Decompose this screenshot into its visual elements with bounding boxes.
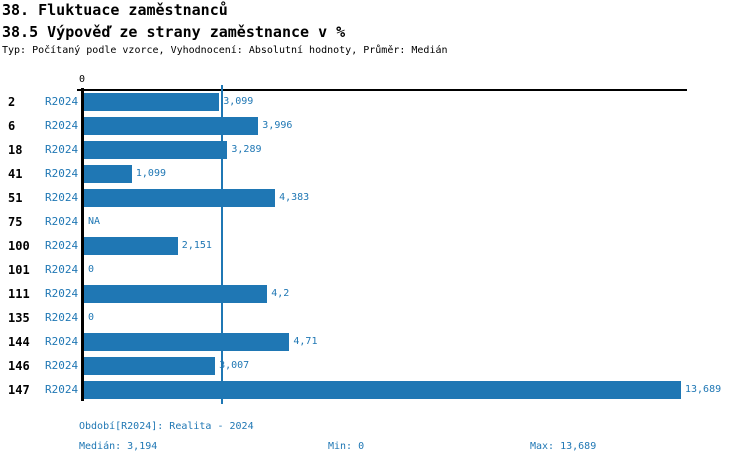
row-category-label: 75: [8, 215, 23, 229]
row-series-label: R2024: [45, 287, 79, 300]
bar: [84, 237, 178, 255]
page-title: 38. Fluktuace zaměstnanců: [2, 1, 228, 19]
row-series-label: R2024: [45, 335, 79, 348]
bar: [84, 381, 681, 399]
bar-row: 51 R2024 4,383: [0, 189, 750, 207]
bar-value-label: 3,099: [223, 96, 254, 107]
bar: [84, 189, 276, 207]
row-category-label: 147: [8, 383, 30, 397]
bar: [84, 117, 259, 135]
footer-max-label: Max: 13,689: [530, 441, 597, 452]
bar-value-label: 2,151: [181, 240, 212, 251]
row-series-label: R2024: [45, 143, 79, 156]
row-category-label: 2: [8, 95, 16, 109]
bar-value-label: NA: [88, 216, 101, 227]
bar-row: 146 R2024 3,007: [0, 357, 750, 375]
bar-value-label: 4,2: [271, 288, 290, 299]
x-axis-zero-tick-label: 0: [78, 74, 86, 85]
row-category-label: 144: [8, 335, 30, 349]
bar-row: 135 R2024 0: [0, 309, 750, 327]
row-series-label: R2024: [45, 359, 79, 372]
bar: [84, 165, 132, 183]
footer-min-label: Min: 0: [328, 441, 365, 452]
row-category-label: 111: [8, 287, 30, 301]
bar-row: 147 R2024 13,689: [0, 381, 750, 399]
row-series-label: R2024: [45, 263, 79, 276]
row-series-label: R2024: [45, 95, 79, 108]
bar-value-label: 0: [88, 264, 95, 275]
bar-row: 6 R2024 3,996: [0, 117, 750, 135]
bar-row: 144 R2024 4,71: [0, 333, 750, 351]
bar-row: 101 R2024 0: [0, 261, 750, 279]
bar-value-label: 3,996: [262, 120, 293, 131]
row-series-label: R2024: [45, 311, 79, 324]
row-series-label: R2024: [45, 215, 79, 228]
bar-row: 100 R2024 2,151: [0, 237, 750, 255]
bar-row: 18 R2024 3,289: [0, 141, 750, 159]
row-category-label: 6: [8, 119, 16, 133]
row-category-label: 146: [8, 359, 30, 373]
bar: [84, 141, 228, 159]
median-line: [221, 85, 224, 404]
bar: [84, 357, 216, 375]
bar-value-label: 1,099: [135, 168, 166, 179]
row-series-label: R2024: [45, 191, 79, 204]
y-axis-line: [81, 88, 84, 401]
row-category-label: 41: [8, 167, 23, 181]
bar-value-label: 4,71: [293, 336, 318, 347]
footer-median-label: Medián: 3,194: [79, 441, 158, 452]
chart-meta-line: Typ: Počítaný podle vzorce, Vyhodnocení:…: [2, 45, 448, 56]
x-axis-line: [77, 89, 687, 91]
row-series-label: R2024: [45, 119, 79, 132]
footer-period-label: Období[R2024]: Realita - 2024: [79, 421, 254, 432]
row-category-label: 135: [8, 311, 30, 325]
bar-row: 75 R2024 NA: [0, 213, 750, 231]
bar-row: 41 R2024 1,099: [0, 165, 750, 183]
bar: [84, 93, 220, 111]
row-category-label: 101: [8, 263, 30, 277]
row-series-label: R2024: [45, 239, 79, 252]
chart-subtitle: 38.5 Výpověď ze strany zaměstnance v %: [2, 23, 346, 41]
bar-value-label: 4,383: [279, 192, 310, 203]
bar: [84, 333, 290, 351]
bar-value-label: 3,289: [231, 144, 262, 155]
row-category-label: 18: [8, 143, 23, 157]
row-series-label: R2024: [45, 383, 79, 396]
bar-value-label: 13,689: [685, 384, 722, 395]
bar-row: 111 R2024 4,2: [0, 285, 750, 303]
row-category-label: 51: [8, 191, 23, 205]
bar: [84, 285, 268, 303]
bar-value-label: 3,007: [219, 360, 250, 371]
row-category-label: 100: [8, 239, 30, 253]
bar-row: 2 R2024 3,099: [0, 93, 750, 111]
row-series-label: R2024: [45, 167, 79, 180]
bar-value-label: 0: [88, 312, 95, 323]
